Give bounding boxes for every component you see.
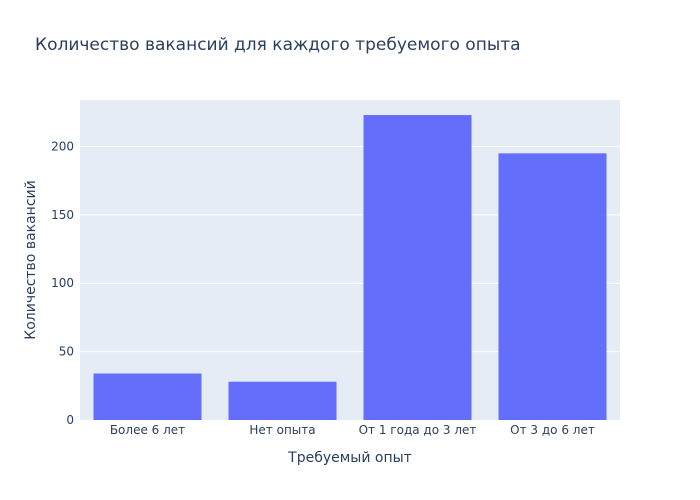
y-axis-title: Количество вакансий	[23, 180, 39, 339]
x-tick-label: Нет опыта	[249, 423, 315, 437]
y-tick-label: 200	[51, 139, 74, 153]
bar[interactable]	[228, 381, 337, 420]
y-tick-label: 150	[51, 208, 74, 222]
y-tick-label: 0	[66, 413, 74, 427]
y-tick-label: 50	[59, 345, 74, 359]
bar[interactable]	[498, 153, 607, 421]
x-axis-ticks: Более 6 лет Нет опыта От 1 года до 3 лет От…	[110, 423, 595, 437]
x-axis-title: Требуемый опыт	[287, 450, 412, 466]
x-tick-label: От 3 до 6 лет	[510, 423, 595, 437]
y-axis-ticks: 0 50 100 150 200	[51, 139, 74, 427]
x-tick-label: От 1 года до 3 лет	[359, 423, 477, 437]
chart-title: Количество вакансий для каждого требуемо…	[35, 35, 521, 55]
bars	[93, 115, 607, 421]
x-tick-label: Более 6 лет	[110, 423, 185, 437]
bar[interactable]	[93, 373, 202, 420]
y-tick-label: 100	[51, 276, 74, 290]
bar[interactable]	[363, 115, 472, 421]
